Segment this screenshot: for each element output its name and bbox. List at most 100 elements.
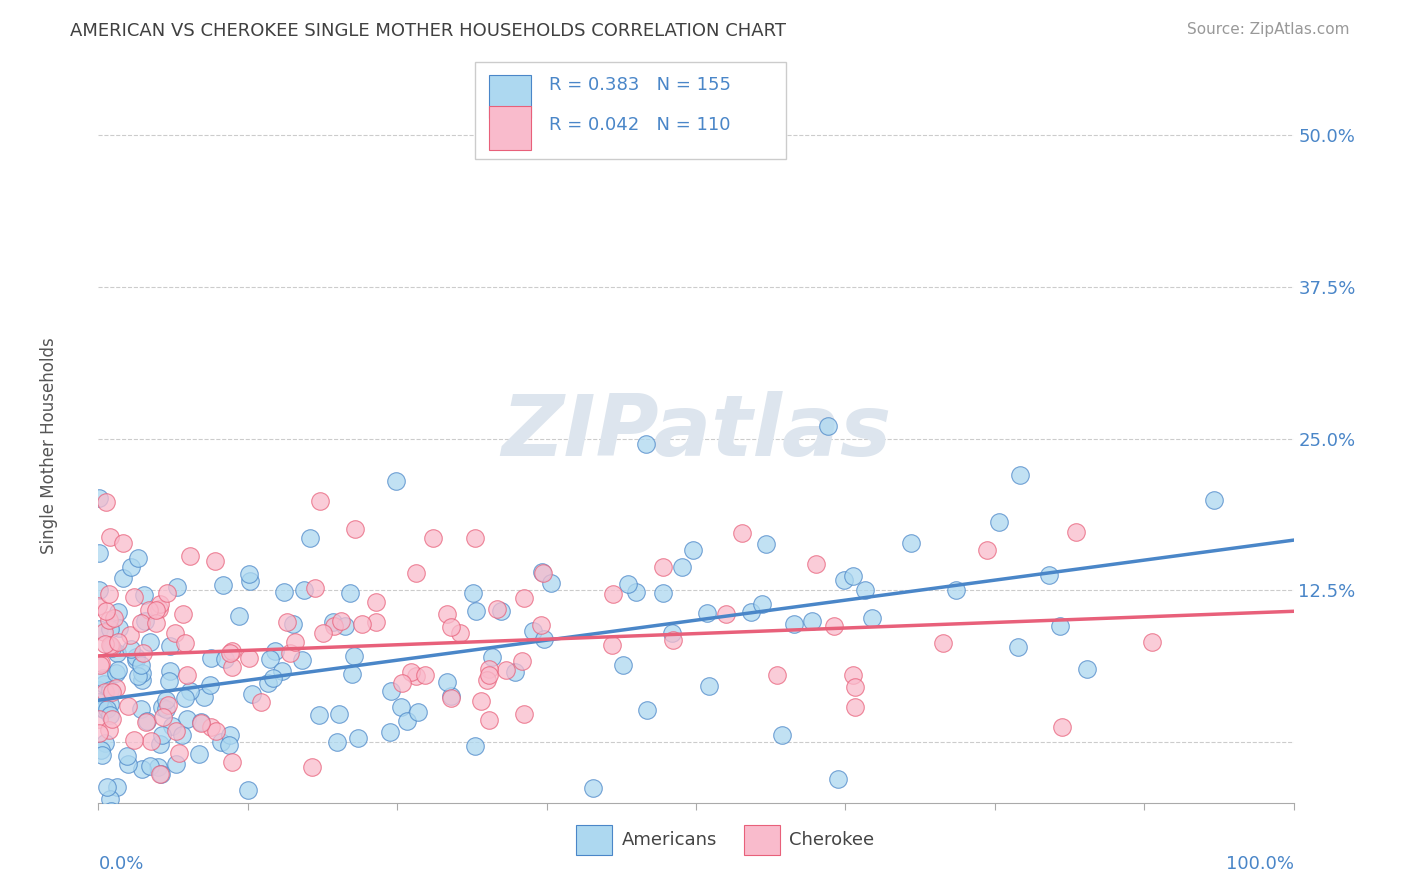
Point <box>273 584 295 599</box>
Point <box>176 712 198 726</box>
Text: 0.0%: 0.0% <box>98 855 143 872</box>
Point <box>200 720 222 734</box>
Point <box>389 700 412 714</box>
Point <box>495 663 517 677</box>
FancyBboxPatch shape <box>744 825 780 855</box>
Point <box>148 759 170 773</box>
Point <box>218 647 240 661</box>
Point <box>333 619 356 633</box>
Point <box>1064 524 1087 539</box>
Point <box>375 814 398 828</box>
Point <box>103 611 125 625</box>
Point <box>770 728 793 742</box>
Point <box>236 782 259 797</box>
Point <box>94 604 117 618</box>
Point <box>281 616 304 631</box>
Point <box>138 602 160 616</box>
Point <box>661 626 683 640</box>
Point <box>103 811 125 825</box>
Point <box>339 586 361 600</box>
Point <box>987 515 1010 529</box>
Point <box>149 767 172 781</box>
Text: R = 0.383   N = 155: R = 0.383 N = 155 <box>548 76 731 94</box>
Point <box>291 653 314 667</box>
Point <box>391 676 413 690</box>
Point <box>1140 635 1163 649</box>
Point <box>125 650 148 665</box>
Point <box>823 619 845 633</box>
Text: Single Mother Households: Single Mother Households <box>41 338 58 554</box>
Point <box>278 646 301 660</box>
Point <box>485 601 508 615</box>
Point <box>513 591 536 605</box>
Text: Americans: Americans <box>621 830 717 849</box>
Point <box>98 683 121 698</box>
Point <box>1049 619 1071 633</box>
Point <box>352 617 374 632</box>
Point <box>401 665 423 680</box>
Point <box>155 702 177 716</box>
Point <box>827 772 849 787</box>
Point <box>481 650 503 665</box>
Point <box>156 585 179 599</box>
Point <box>328 706 350 721</box>
Point <box>165 626 187 640</box>
Point <box>380 684 402 698</box>
Point <box>218 738 240 752</box>
Point <box>87 546 110 560</box>
Point <box>96 701 118 715</box>
Point <box>751 597 773 611</box>
Point <box>530 618 553 632</box>
Point <box>860 611 883 625</box>
Point <box>135 714 157 728</box>
Point <box>120 628 142 642</box>
Point <box>461 586 484 600</box>
Point <box>165 723 187 738</box>
Point <box>844 681 866 695</box>
Point <box>513 706 536 721</box>
Point <box>626 585 648 599</box>
Point <box>284 634 307 648</box>
Point <box>174 691 197 706</box>
Point <box>440 620 463 634</box>
Point <box>440 691 463 706</box>
Point <box>503 665 526 679</box>
Point <box>804 557 827 571</box>
Point <box>238 566 260 581</box>
Point <box>179 549 201 563</box>
Point <box>1038 568 1060 582</box>
Point <box>112 571 135 585</box>
Point <box>90 657 112 671</box>
Point <box>228 608 250 623</box>
Point <box>465 604 488 618</box>
Point <box>100 708 122 723</box>
Point <box>188 747 211 761</box>
Point <box>105 646 128 660</box>
Text: Source: ZipAtlas.com: Source: ZipAtlas.com <box>1187 22 1350 37</box>
Point <box>120 560 142 574</box>
Point <box>754 537 776 551</box>
Point <box>145 615 167 630</box>
Point <box>612 657 634 672</box>
Point <box>714 607 737 621</box>
Point <box>94 684 117 698</box>
Point <box>395 714 418 728</box>
Point <box>157 673 180 688</box>
Text: 100.0%: 100.0% <box>1226 855 1294 872</box>
Point <box>200 651 222 665</box>
Point <box>139 635 162 649</box>
Point <box>134 614 156 628</box>
Point <box>98 622 121 636</box>
Point <box>96 780 118 794</box>
Point <box>107 635 129 649</box>
Point <box>406 706 429 720</box>
Point <box>93 702 115 716</box>
Point <box>162 719 184 733</box>
Point <box>343 648 366 663</box>
Point <box>436 675 458 690</box>
Point <box>135 714 157 729</box>
Point <box>385 474 408 488</box>
Point <box>112 535 135 549</box>
Point <box>166 581 188 595</box>
Point <box>832 573 855 587</box>
